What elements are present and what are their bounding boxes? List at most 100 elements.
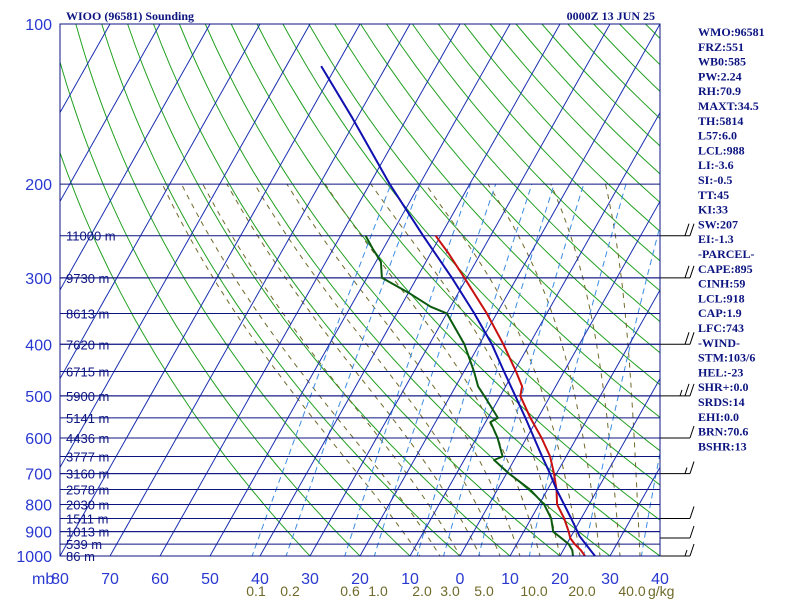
- temperature-tick-label: 0: [456, 571, 465, 588]
- isotherm: [60, 24, 211, 292]
- pressure-tick-label: 500: [25, 389, 52, 406]
- height-label: 1511 m: [66, 511, 108, 526]
- wind-barb-flag: [684, 265, 690, 278]
- wind-barb-flag: [689, 265, 695, 278]
- index-entry: WMO:96581: [698, 25, 765, 39]
- isotherm: [209, 24, 511, 556]
- mixing-ratio-line: [285, 183, 421, 556]
- mixing-ratio-label: 10.0: [520, 583, 547, 599]
- index-entry: SHR+:0.0: [698, 380, 749, 394]
- wind-barb-flag: [684, 223, 690, 236]
- index-entry: LI:-3.6: [698, 158, 734, 172]
- moist-adiabat: [181, 183, 441, 556]
- parcel-profile: [320, 65, 596, 556]
- mixing-ratio-label: 1.0: [368, 583, 388, 599]
- moist-adiabat: [324, 183, 541, 556]
- index-entry: KI:33: [698, 203, 728, 217]
- pressure-tick-label: 400: [25, 337, 52, 354]
- index-entry: BSHR:13: [698, 439, 747, 453]
- mixing-ratio-label: 3.0: [440, 583, 460, 599]
- dry-adiabat: [153, 24, 561, 556]
- pressure-tick-label: 200: [25, 177, 52, 194]
- dry-adiabat: [386, 24, 660, 323]
- mixing-ratio-line: [251, 183, 392, 556]
- wind-barb-half: [684, 549, 688, 557]
- temperature-tick-label: 10: [401, 571, 419, 588]
- dewpoint-profile: [364, 235, 574, 556]
- isotherm: [60, 24, 261, 380]
- wind-barb-flag: [689, 383, 695, 397]
- temperature-tick-label: 20: [351, 571, 369, 588]
- index-entry: STM:103/6: [698, 351, 755, 365]
- index-entry: TT:45: [698, 188, 729, 202]
- isotherm: [60, 24, 361, 556]
- pressure-tick-label: 300: [25, 271, 52, 288]
- height-label: 6715 m: [66, 365, 109, 380]
- height-label: 5141 m: [66, 411, 109, 426]
- height-label: 8613 m: [66, 306, 109, 321]
- isotherm: [509, 288, 660, 556]
- mixing-ratio-label: 0.2: [280, 583, 300, 599]
- pressure-unit: mb: [32, 571, 54, 588]
- dry-adiabat: [127, 24, 511, 556]
- mixing-ratio-label: 0.6: [340, 583, 360, 599]
- temperature-tick-label: 20: [551, 571, 569, 588]
- station-title: WIOO (96581) Sounding: [66, 9, 194, 23]
- index-entry: FRZ:551: [698, 40, 744, 54]
- height-label: 5900 m: [66, 389, 109, 404]
- height-label: 2578 m: [66, 483, 109, 498]
- wind-barb-flag: [684, 332, 690, 345]
- indices-panel: WMO:96581FRZ:551WB0:585PW:2.24RH:70.9MAX…: [698, 25, 765, 453]
- pressure-tick-label: 100: [25, 17, 52, 34]
- index-entry: LCL:918: [698, 291, 745, 305]
- mixing-ratio-line: [344, 183, 471, 556]
- isotherm: [159, 24, 461, 556]
- isotherm: [559, 377, 660, 556]
- moist-adiabat: [202, 183, 461, 556]
- dry-adiabat: [60, 151, 311, 556]
- pressure-tick-label: 900: [25, 525, 52, 542]
- index-entry: EI:-1.3: [698, 232, 734, 246]
- temperature-tick-label: 30: [601, 571, 619, 588]
- mixing-ratio-line: [528, 183, 627, 556]
- temperature-tick-label: 70: [101, 571, 119, 588]
- dry-adiabat: [75, 24, 411, 556]
- temperature-tick-label: 40: [651, 571, 669, 588]
- index-entry: WB0:585: [698, 55, 746, 69]
- wind-barb-flag: [689, 425, 695, 439]
- wind-barb-flag: [689, 223, 695, 236]
- temperature-tick-label: 50: [201, 571, 219, 588]
- wind-barb-flag: [689, 461, 695, 474]
- dry-adiabat: [437, 24, 660, 262]
- sounding-time: 0000Z 13 JUN 25: [567, 9, 655, 23]
- index-entry: SRDS:14: [698, 395, 745, 409]
- moist-adiabat: [487, 183, 601, 556]
- dry-adiabat: [60, 60, 361, 556]
- moist-adiabat: [605, 183, 641, 556]
- mixing-ratio-label: 40.0: [618, 583, 645, 599]
- isotherm: [60, 24, 311, 469]
- dry-adiabat: [308, 24, 660, 419]
- temperature-profile: [434, 235, 586, 556]
- isotherm: [60, 24, 161, 203]
- mixing-ratio-label: 2.0: [412, 583, 432, 599]
- index-entry: CINH:59: [698, 277, 745, 291]
- index-entry: RH:70.9: [698, 84, 741, 98]
- index-entry: -PARCEL-: [698, 247, 754, 261]
- plot-frame: [59, 23, 661, 557]
- height-label: 11000 m: [66, 229, 116, 244]
- height-label: 1013 m: [66, 525, 109, 540]
- mixing-ratio-line: [583, 224, 660, 556]
- index-entry: SI:-0.5: [698, 173, 732, 187]
- index-entry: PW:2.24: [698, 69, 742, 83]
- index-entry: CAPE:895: [698, 262, 753, 276]
- wind-barb-flag: [689, 506, 695, 519]
- index-entry: TH:5814: [698, 114, 743, 128]
- dry-adiabat: [256, 24, 660, 486]
- temperature-tick-label: 80: [51, 571, 69, 588]
- temperature-tick-label: 30: [301, 571, 319, 588]
- isotherm: [109, 24, 411, 556]
- moist-adiabat: [161, 183, 421, 556]
- temperature-tick-label: 60: [151, 571, 169, 588]
